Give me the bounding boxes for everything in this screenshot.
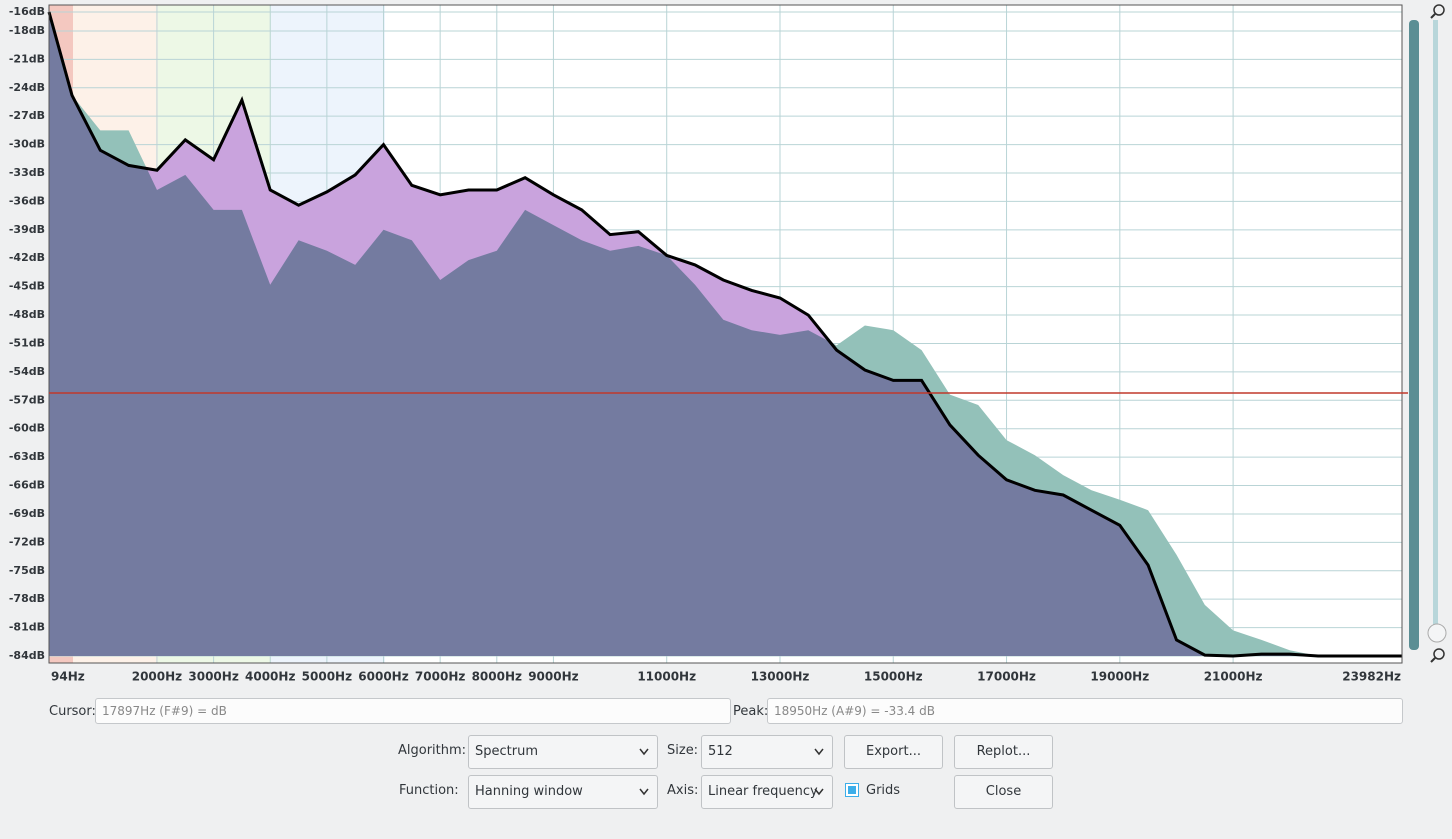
y-tick-label: -24dB: [9, 81, 45, 94]
x-tick-label: 15000Hz: [864, 670, 923, 684]
y-tick-label: -45dB: [9, 280, 45, 293]
y-tick-label: -63dB: [9, 450, 45, 463]
x-tick-label: 19000Hz: [1090, 670, 1149, 684]
x-tick-label: 7000Hz: [415, 670, 465, 684]
spectrum-plot: -16dB -18dB -21dB -24dB -27dB -30dB -33dB -36dB…: [9, 4, 1447, 684]
function-dropdown[interactable]: Hanning window: [468, 775, 658, 809]
slider-track: [1433, 20, 1438, 630]
y-tick-label: -18dB: [9, 24, 45, 37]
y-tick-label: -36dB: [9, 194, 45, 207]
close-button[interactable]: Close: [954, 775, 1053, 809]
size-dropdown[interactable]: 512: [701, 735, 833, 769]
y-tick-label: -42dB: [9, 251, 45, 264]
vertical-zoom-slider[interactable]: [1409, 20, 1419, 650]
algorithm-dropdown[interactable]: Spectrum: [468, 735, 658, 769]
function-label: Function:: [399, 783, 459, 798]
x-tick-label: 5000Hz: [302, 670, 352, 684]
x-tick-label: 3000Hz: [188, 670, 238, 684]
zoom-in-icon[interactable]: [1430, 4, 1445, 19]
spectrum-line: [47, 11, 1402, 658]
y-tick-label: -30dB: [9, 138, 45, 151]
function-value: Hanning window: [475, 784, 583, 799]
size-label: Size:: [667, 743, 699, 758]
y-tick-label: -54dB: [9, 365, 45, 378]
size-value: 512: [708, 744, 733, 759]
grids-checkbox[interactable]: [845, 783, 859, 797]
axis-label: Axis:: [667, 783, 699, 798]
x-tick-label: 17000Hz: [977, 670, 1036, 684]
x-tick-label: 4000Hz: [245, 670, 295, 684]
y-tick-label: -57dB: [9, 393, 45, 406]
peak-label: Peak:: [733, 704, 769, 719]
plot-frame: [48, 4, 1403, 664]
y-tick-label: -69dB: [9, 507, 45, 520]
cursor-field: 17897Hz (F#9) = dB: [95, 698, 731, 724]
algorithm-value: Spectrum: [475, 744, 538, 759]
cursor-label: Cursor:: [49, 704, 96, 719]
export-button[interactable]: Export...: [844, 735, 943, 769]
peak-field: 18950Hz (A#9) = -33.4 dB: [767, 698, 1403, 724]
y-tick-label: -21dB: [9, 52, 45, 65]
y-tick-label: -78dB: [9, 592, 45, 605]
y-tick-label: -66dB: [9, 479, 45, 492]
x-tick-label: 11000Hz: [637, 670, 696, 684]
y-tick-label: -48dB: [9, 308, 45, 321]
x-tick-label: 8000Hz: [472, 670, 522, 684]
slider-handle[interactable]: [1427, 623, 1447, 643]
axis-dropdown[interactable]: Linear frequency: [701, 775, 833, 809]
x-tick-label: 21000Hz: [1204, 670, 1263, 684]
y-tick-label: -75dB: [9, 564, 45, 577]
algorithm-label: Algorithm:: [398, 743, 467, 758]
y-tick-label: -84dB: [9, 649, 45, 662]
y-tick-label: -39dB: [9, 223, 45, 236]
x-tick-label: 2000Hz: [132, 670, 182, 684]
y-tick-label: -60dB: [9, 422, 45, 435]
x-tick-label: 6000Hz: [358, 670, 408, 684]
y-tick-label: -81dB: [9, 621, 45, 634]
x-tick-label: 9000Hz: [528, 670, 578, 684]
axis-value: Linear frequency: [708, 784, 818, 799]
zoom-out-icon[interactable]: [1430, 648, 1445, 663]
y-tick-label: -51dB: [9, 336, 45, 349]
y-tick-label: -72dB: [9, 535, 45, 548]
replot-button[interactable]: Replot...: [954, 735, 1053, 769]
grids-label: Grids: [866, 783, 901, 798]
x-tick-label: 23982Hz: [1342, 670, 1401, 684]
x-tick-label: 13000Hz: [751, 670, 810, 684]
y-tick-label: -33dB: [9, 166, 45, 179]
y-tick-label: -27dB: [9, 109, 45, 122]
x-tick-label: 94Hz: [51, 670, 85, 684]
y-tick-label: -16dB: [9, 5, 45, 18]
